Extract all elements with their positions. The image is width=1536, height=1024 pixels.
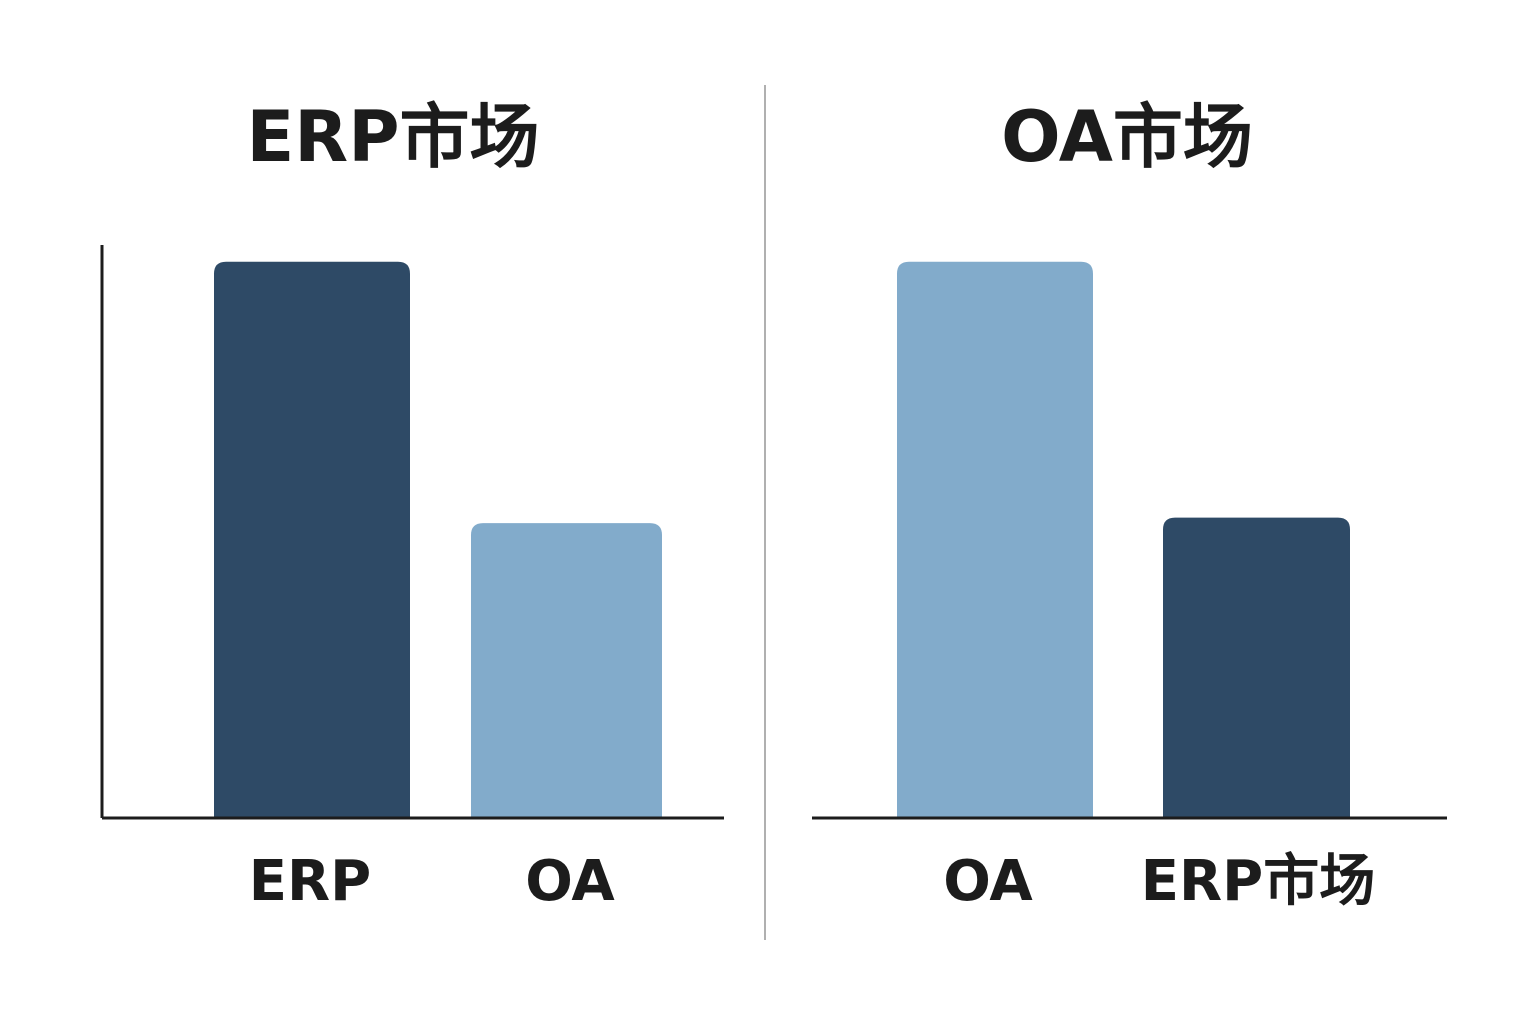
x-tick-label: OA <box>943 849 1033 914</box>
bar <box>471 523 662 818</box>
chart-title: OA市场 <box>1001 96 1253 178</box>
bar <box>214 261 410 818</box>
bar <box>1163 517 1350 818</box>
bar <box>897 261 1093 818</box>
x-tick-label: ERP市场 <box>1141 849 1375 914</box>
x-tick-label: ERP <box>249 849 371 914</box>
chart-title: ERP市场 <box>246 96 539 178</box>
x-tick-label: OA <box>525 849 615 914</box>
